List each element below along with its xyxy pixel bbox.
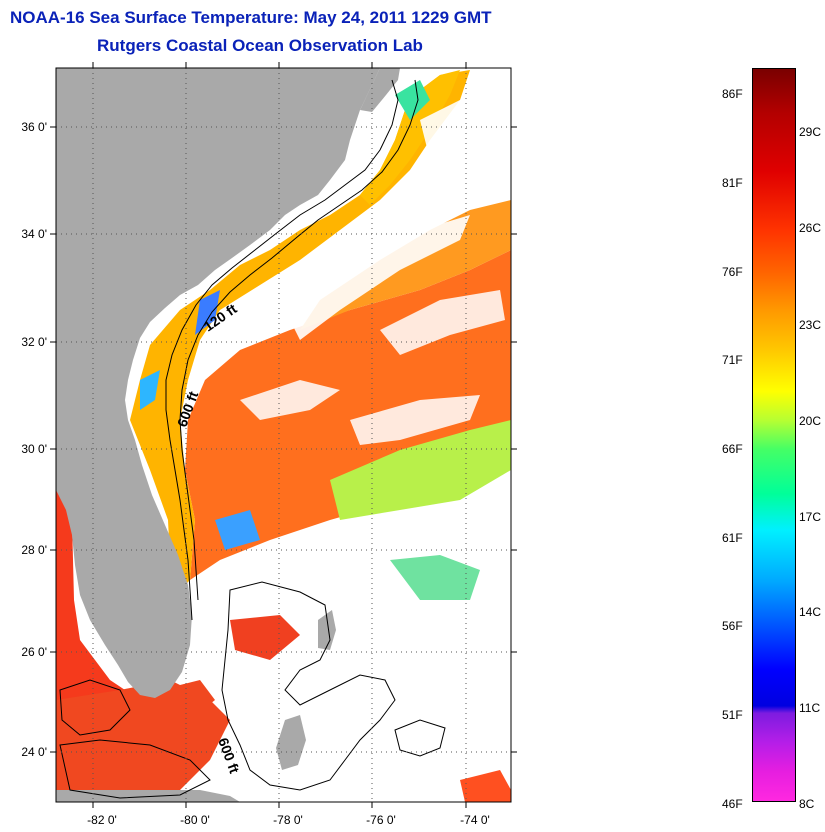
cloud-streak [290, 215, 470, 340]
colorbar-f-label: 51F [722, 708, 743, 722]
map-plot-area: 120 ft 600 ft 600 ft [56, 68, 511, 802]
colorbar-f-label: 81F [722, 176, 743, 190]
lat-label: 28 0' [21, 543, 47, 557]
colorbar-f-label: 76F [722, 265, 743, 279]
cloud-streak [240, 380, 340, 420]
lon-label: -80 0' [180, 813, 210, 827]
bahamas-warm-patch [460, 770, 511, 802]
colorbar-f-label: 56F [722, 619, 743, 633]
colorbar-f-label: 71F [722, 353, 743, 367]
bahamas-bank-contour [59, 679, 131, 736]
lat-label: 30 0' [21, 442, 47, 456]
cool-offshore-patch [330, 420, 511, 520]
upper-shelf-water [360, 70, 460, 205]
land-mainland [56, 68, 380, 698]
colorbar-c-label: 11C [799, 701, 821, 715]
land-cuba [56, 790, 240, 802]
lat-label: 32 0' [21, 335, 47, 349]
cloud-streak [420, 85, 511, 160]
bahamas-bank-contour [59, 739, 211, 799]
bahamas-bank-contour [394, 719, 446, 757]
bahamas-warm-patch [160, 680, 215, 720]
colorbar-f-label: 86F [722, 87, 743, 101]
map-subtitle: Rutgers Coastal Ocean Observation Lab [97, 36, 423, 55]
cloud-streak [350, 395, 480, 445]
colorbar-f-label: 46F [722, 797, 743, 811]
land-andros [276, 715, 306, 770]
colorbar-c-label: 17C [799, 510, 822, 524]
cloud-streak [380, 290, 505, 355]
lat-label: 34 0' [21, 227, 47, 241]
colorbar-f-label: 61F [722, 531, 743, 545]
bahamas-warm-patch [230, 615, 300, 660]
land-outer-banks [360, 68, 400, 112]
colorbar-c-label: 23C [799, 318, 822, 332]
bahamas-bank-contour [221, 581, 396, 791]
lat-grid [56, 126, 511, 753]
lat-label: 36 0' [21, 120, 47, 134]
lon-label: -74 0' [460, 813, 490, 827]
lat-label: 26 0' [21, 645, 47, 659]
colorbar-c-label: 20C [799, 414, 822, 428]
cool-coastal-patch [195, 290, 220, 335]
lon-label: -82 0' [87, 813, 117, 827]
temperature-colorbar [752, 68, 796, 802]
lat-label: 24 0' [21, 745, 47, 759]
colorbar-f-label: 66F [722, 442, 743, 456]
cool-coastal-patch [140, 370, 160, 410]
cool-offshore-patch [390, 555, 480, 600]
isobath-600ft-line [179, 79, 419, 601]
map-frame [55, 67, 512, 803]
land-abaco [318, 610, 336, 650]
map-title: NOAA-16 Sea Surface Temperature: May 24,… [10, 8, 492, 27]
cool-offshore-patch [215, 510, 260, 550]
colorbar-c-label: 29C [799, 125, 822, 139]
colorbar-c-label: 8C [799, 797, 815, 811]
colorbar-c-label: 26C [799, 221, 822, 235]
isobath-120ft-line [165, 79, 399, 621]
lon-label: -76 0' [366, 813, 396, 827]
frame-ticks [50, 62, 517, 808]
cool-coastal-patch [395, 80, 430, 120]
lon-label: -78 0' [273, 813, 303, 827]
colorbar-c-label: 14C [799, 605, 822, 619]
